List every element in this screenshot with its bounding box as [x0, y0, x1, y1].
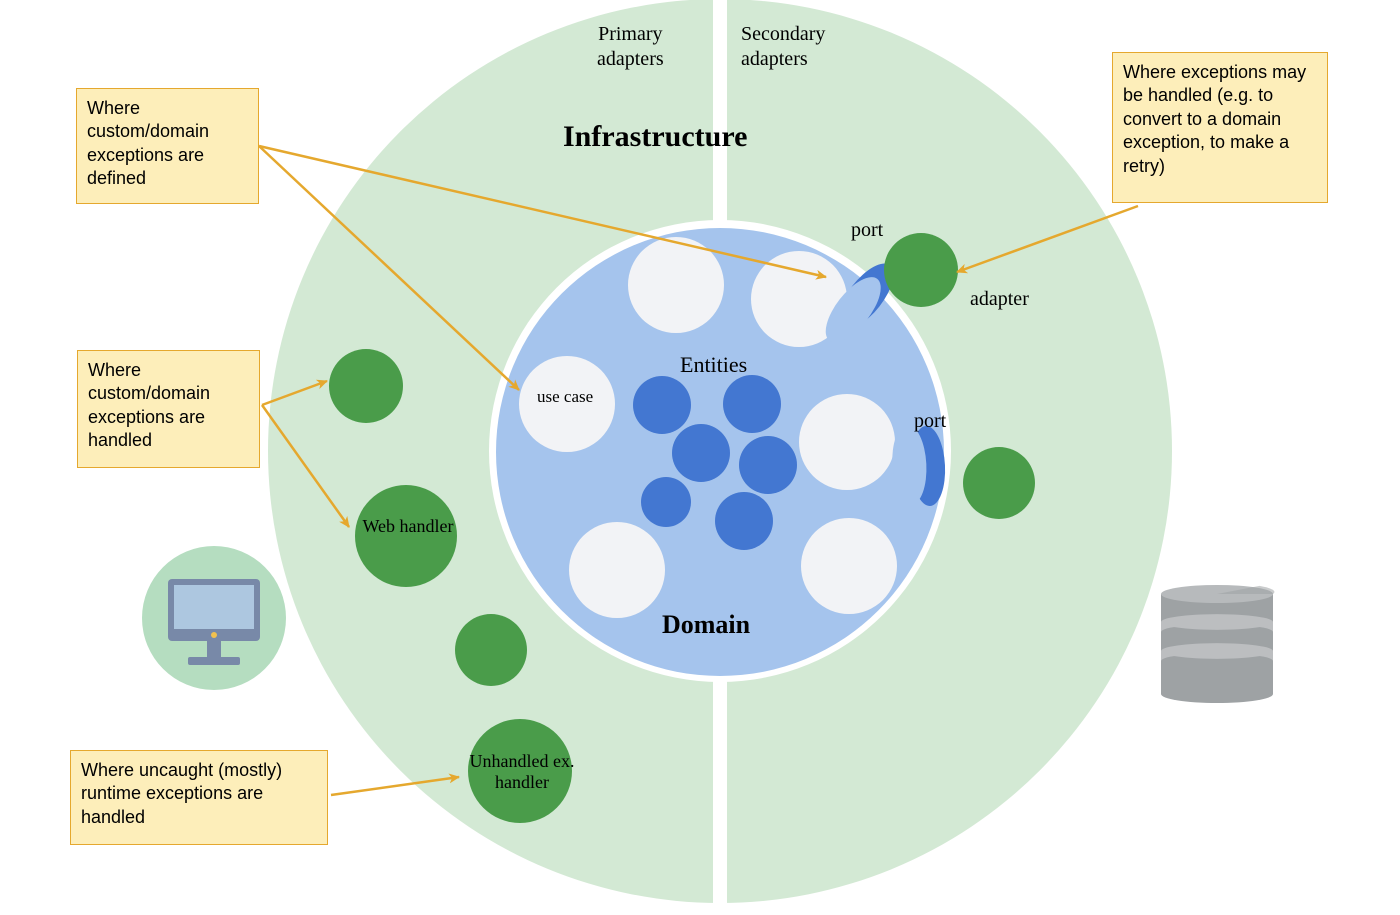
adapter-label: adapter: [970, 288, 1029, 311]
diagram-stage: { "canvas": { "width": 1400, "height": 9…: [0, 0, 1400, 915]
entities-title: Entities: [680, 352, 747, 378]
note-secondary-exceptions: Where exceptions may be handled (e.g. to…: [1112, 52, 1328, 203]
infrastructure-title: Infrastructure: [563, 120, 747, 154]
primary-adapters-label: Primary adapters: [597, 22, 664, 72]
note-handled-domain: Where custom/domain exceptions are handl…: [77, 350, 260, 468]
port-label-2: port: [914, 410, 946, 433]
note-handled-runtime: Where uncaught (mostly) runtime exceptio…: [70, 750, 328, 845]
use-case-label: use case: [537, 387, 597, 407]
domain-title: Domain: [662, 610, 750, 640]
secondary-adapters-label: Secondary adapters: [741, 22, 825, 72]
note-defined: Where custom/domain exceptions are defin…: [76, 88, 259, 204]
port-label-1: port: [851, 219, 883, 242]
adapter-label-1: Web handler: [349, 516, 467, 537]
adapter-label-3: Unhandled ex. handler: [462, 751, 582, 792]
